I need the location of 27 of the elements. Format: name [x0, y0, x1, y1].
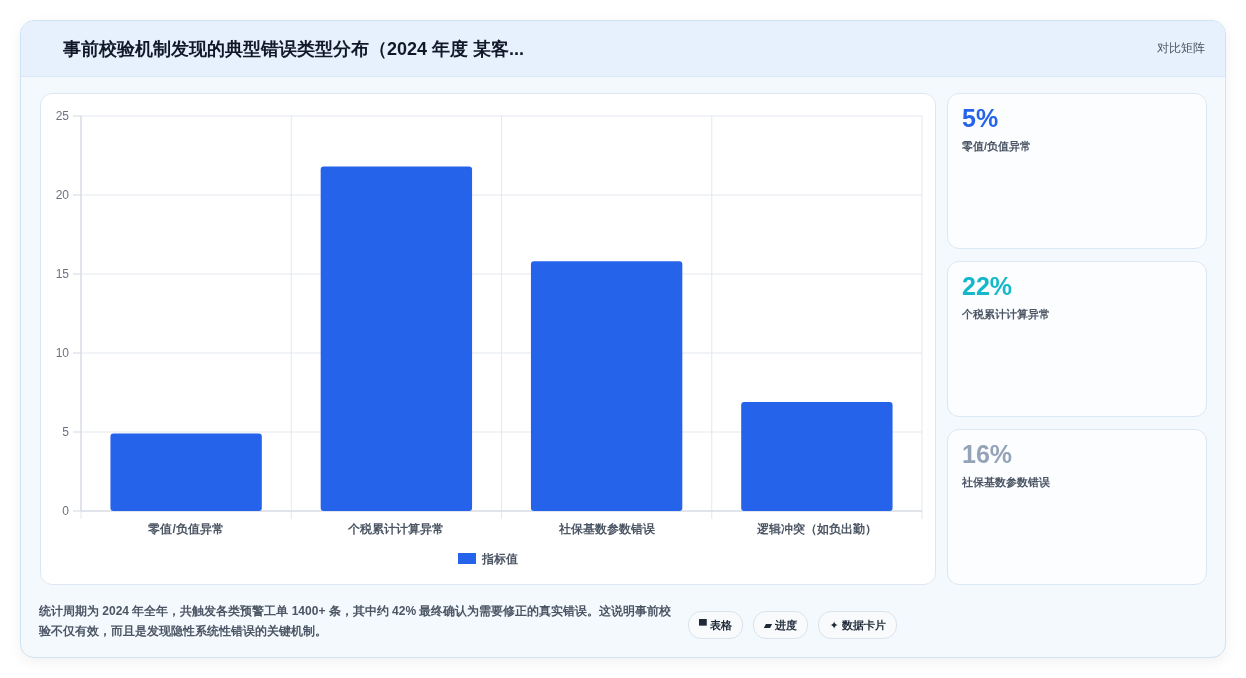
x-tick-label: 社保基数参数错误 — [557, 522, 656, 536]
text: 22% — [962, 272, 1013, 301]
bar — [320, 166, 473, 511]
text: ▰ 进度 — [752, 611, 809, 639]
y-tick-label: 5 — [62, 425, 70, 439]
x-tick-label: 个税累计计算异常 — [347, 522, 445, 536]
text: 统计周期为 2024 年全年，共触发各类预警工单 1400+ 条，其中约 42% 最终确认为需要修正的真实错误。这说明事前校验不仅有效，而且是发现隐性系统性错误的关键机制。 — [39, 603, 673, 640]
text: 个税累计计算异常 — [962, 307, 1050, 322]
bar — [110, 433, 262, 511]
bar — [530, 261, 683, 511]
legend-label: 指标值 — [481, 552, 518, 566]
text: ▀ 表格 — [688, 611, 743, 639]
x-tick-label: 零值/负值异常 — [147, 522, 224, 536]
y-tick-label: 0 — [62, 504, 70, 518]
y-tick-label: 20 — [55, 188, 70, 202]
bar — [741, 401, 893, 511]
text: 对比矩阵 — [1157, 40, 1205, 57]
y-tick-label: 10 — [55, 346, 70, 360]
text: ✦ 数据卡片 — [818, 611, 897, 639]
text: 零值/负值异常 — [962, 139, 1032, 154]
chart-title: 事前校验机制发现的典型错误类型分布（2024 年度 某客... — [63, 38, 525, 61]
text: 16% — [962, 440, 1013, 469]
y-tick-label: 15 — [55, 267, 70, 281]
x-tick-label: 逻辑冲突（如负出勤） — [755, 522, 877, 536]
text: 社保基数参数错误 — [962, 475, 1050, 490]
y-tick-label: 25 — [55, 109, 70, 123]
text: 5% — [962, 104, 999, 133]
